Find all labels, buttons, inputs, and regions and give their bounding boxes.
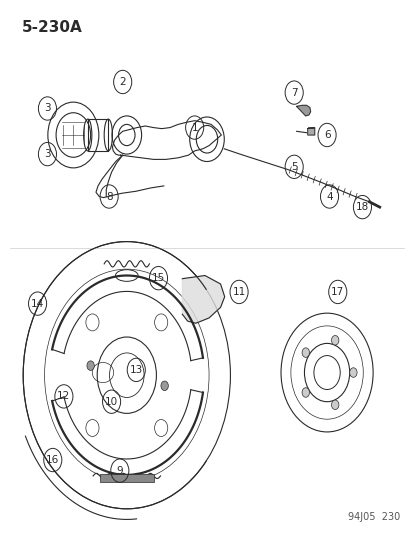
Text: 4: 4 [325, 191, 332, 201]
Text: 15: 15 [152, 273, 165, 283]
Circle shape [349, 368, 356, 377]
Text: 11: 11 [232, 287, 245, 297]
Circle shape [331, 400, 338, 409]
Text: 2: 2 [119, 77, 126, 87]
Text: 12: 12 [57, 391, 70, 401]
Text: 18: 18 [355, 202, 368, 212]
Circle shape [331, 335, 338, 345]
Polygon shape [182, 276, 224, 323]
Text: 8: 8 [106, 191, 112, 201]
Text: 9: 9 [116, 466, 123, 475]
Text: 7: 7 [290, 87, 297, 98]
Text: 5: 5 [290, 162, 297, 172]
Circle shape [161, 381, 168, 391]
Polygon shape [296, 106, 310, 116]
Text: 3: 3 [44, 149, 51, 159]
Text: 10: 10 [105, 397, 118, 407]
Circle shape [301, 387, 309, 397]
Text: 13: 13 [129, 365, 142, 375]
Text: 16: 16 [46, 455, 59, 465]
Text: 5-230A: 5-230A [22, 20, 83, 35]
Circle shape [301, 348, 309, 357]
Text: 94J05  230: 94J05 230 [347, 512, 399, 522]
Text: 6: 6 [323, 130, 330, 140]
Circle shape [87, 361, 94, 370]
Text: 17: 17 [330, 287, 344, 297]
Bar [100, 474, 153, 482]
Text: 14: 14 [31, 298, 44, 309]
Text: 3: 3 [44, 103, 51, 114]
Polygon shape [307, 127, 314, 135]
Text: 1: 1 [191, 123, 197, 133]
